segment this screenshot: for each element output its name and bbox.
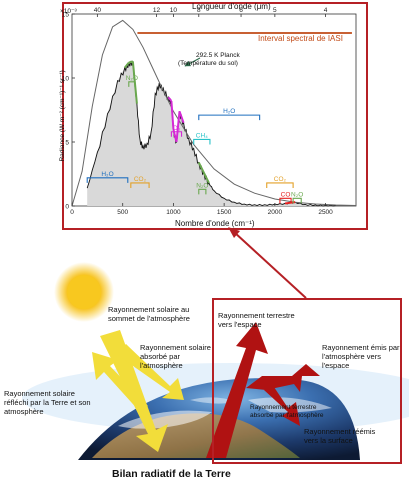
band-bracket-4: [193, 138, 211, 145]
band-bracket-3: [170, 131, 183, 137]
planck-label: 292.5 K Planck: [196, 52, 240, 59]
y-tick-label-2: 10: [62, 76, 70, 83]
iasi-label: Interval spectral de IASI: [258, 34, 343, 43]
n2o-highlight-2: [197, 162, 205, 174]
n2o-highlight: [123, 62, 130, 69]
terrestrial-arrows: [206, 322, 320, 458]
planck-pointer: [184, 57, 201, 67]
band-label-7: CO₂: [274, 176, 287, 183]
top-axis-label: Longueur d'onde (μm): [192, 2, 271, 11]
planck-sublabel: (Température du sol): [178, 60, 238, 67]
band-label-5: H₂O: [223, 108, 235, 115]
x-tick-label-2: 1000: [166, 209, 181, 216]
x-axis-label: Nombre d'onde (cm⁻¹): [175, 219, 255, 228]
o3-highlight: [178, 110, 185, 124]
band-label-8: CO: [281, 191, 291, 198]
label-solar-top: Rayonnement solaire au sommet de l'atmos…: [108, 305, 190, 323]
band-bracket-0: [86, 177, 129, 183]
band-bracket-7: [266, 182, 294, 188]
connector-line: [233, 231, 307, 299]
band-bracket-9: [292, 197, 302, 204]
band-bracket-2: [128, 81, 136, 87]
o3-highlight: [170, 100, 175, 130]
label-emitted-space: Rayonnement émis par l'atmosphère vers l…: [322, 343, 400, 370]
band-bracket-1: [130, 182, 150, 188]
sun-core: [67, 275, 101, 309]
band-label-6: N₂O: [196, 182, 208, 189]
solar-arrows: [92, 330, 184, 452]
band-label-9: N₂O: [291, 191, 303, 198]
band-label-3: O₃: [173, 125, 181, 132]
top-tick-label-1: 12: [153, 7, 161, 14]
x-tick-label-0: 0: [70, 209, 74, 216]
top-tick-label-5: 5: [273, 7, 277, 14]
x-tick-label-3: 1500: [217, 209, 232, 216]
band-bracket-8: [279, 197, 292, 204]
n2o-highlight-2: [202, 172, 210, 184]
top-tick-label-2: 10: [170, 7, 178, 14]
label-solar-absorbed: Rayonnement solaire absorbé par l'atmosp…: [140, 343, 211, 370]
o3-highlight: [167, 96, 173, 102]
y-tick-label-1: 5: [65, 140, 69, 147]
label-solar-reflected: Rayonnement solaire réfléchi par la Terr…: [4, 389, 91, 416]
y-scale-label: ×10⁻³: [60, 8, 77, 15]
top-tick-label-6: 4: [324, 7, 328, 14]
terrestrial-highlight-box: [212, 298, 402, 464]
y-tick-label-3: 15: [62, 12, 70, 19]
y-tick-label-0: 0: [65, 204, 69, 211]
band-bracket-6: [198, 188, 207, 195]
top-tick-label-4: 6: [239, 7, 243, 14]
band-label-4: CH₄: [196, 132, 208, 139]
x-tick-label-4: 2000: [268, 209, 283, 216]
o3-highlight: [175, 111, 181, 143]
spectrum-fill: [87, 61, 336, 207]
band-label-2: N₂O: [126, 75, 138, 82]
band-bracket-5: [198, 114, 261, 121]
connector-arrowhead: [228, 227, 240, 238]
label-terrestrial-absorbed: Rayonnement terrestre absorbé par l'atmo…: [250, 404, 324, 419]
band-label-1: CO₂: [134, 176, 147, 183]
band-label-0: H₂O: [101, 171, 113, 178]
top-tick-label-0: 40: [94, 7, 102, 14]
label-terrestrial-space: Rayonnement terrestre vers l'espace: [218, 311, 295, 329]
diagram-title: Bilan radiatif de la Terre: [112, 468, 231, 480]
top-tick-label-3: 8: [197, 7, 201, 14]
x-tick-label-1: 500: [117, 209, 128, 216]
label-reemitted-surface: Rayonnement réémis vers la surface: [304, 427, 376, 445]
x-tick-label-5: 2500: [318, 209, 333, 216]
